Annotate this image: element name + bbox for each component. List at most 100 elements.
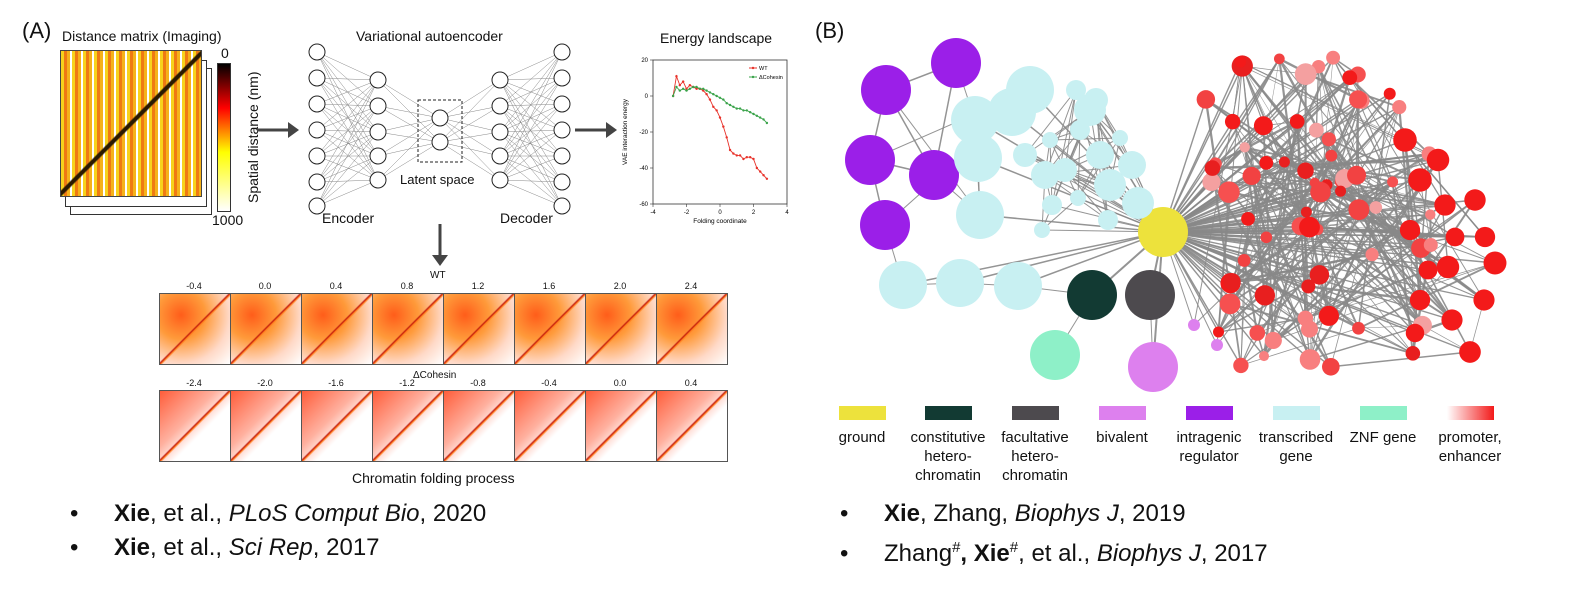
vae-connection — [316, 79, 379, 105]
transcribed-gene-node — [1042, 195, 1062, 215]
legend-swatch — [1447, 406, 1494, 420]
equal-contrib-mark: # — [952, 539, 961, 556]
data-point — [702, 89, 705, 92]
network-edge — [1041, 197, 1079, 231]
network-edge — [1193, 65, 1243, 326]
latent-space-label: Latent space — [400, 172, 475, 187]
ref-author: Xie — [884, 500, 921, 527]
vae-connection — [377, 105, 441, 143]
wt-contact-map — [230, 293, 302, 365]
vae-connection — [377, 79, 441, 119]
wt-contact-map — [585, 293, 657, 365]
legend-marker — [751, 66, 755, 70]
network-edge — [1330, 106, 1400, 367]
vae-connection — [316, 79, 379, 207]
promoter-enhancer-node — [1253, 116, 1273, 136]
ref-author: Xie — [114, 500, 151, 527]
data-point — [705, 89, 708, 92]
network-edge — [1241, 65, 1302, 227]
transcribed-gene-node — [1122, 187, 1154, 219]
network-edge — [1409, 229, 1416, 334]
reference-right-2: • Zhang#, Xie#, et al., Biophys J, 2017 — [840, 533, 1268, 569]
vae-title: Variational autoencoder — [356, 28, 503, 44]
promoter-enhancer-node — [1383, 87, 1396, 100]
promoter-enhancer-node — [1278, 156, 1290, 168]
vae-connection — [316, 77, 379, 81]
vae-connection — [316, 79, 379, 183]
x-tick-label: -2 — [684, 210, 690, 216]
network-edge — [1232, 273, 1320, 283]
ref-rest: , et al., — [150, 534, 229, 561]
transcribed-gene-node — [951, 96, 999, 144]
promoter-enhancer-node — [1254, 285, 1276, 306]
panel-a-label: (A) — [22, 18, 52, 43]
promoter-enhancer-node — [1392, 100, 1407, 115]
network-edge — [1162, 199, 1476, 233]
vae-connection — [499, 179, 563, 183]
data-point — [752, 157, 755, 161]
promoter-enhancer-node — [1434, 194, 1456, 216]
network-edge — [1212, 158, 1439, 170]
legend-swatch — [839, 406, 886, 420]
promoter-enhancer-node — [1223, 273, 1241, 291]
transcribed-gene-node — [1086, 141, 1114, 169]
transcribed-gene-node — [1098, 210, 1118, 230]
vae-connection — [439, 79, 501, 143]
promoter-enhancer-node — [1294, 63, 1317, 85]
cohesin-row-label: ΔCohesin — [413, 370, 457, 381]
network-edge — [1193, 178, 1346, 326]
ref-author: Xie — [114, 534, 151, 561]
vae-connection — [499, 179, 563, 207]
promoter-enhancer-node — [1258, 351, 1270, 362]
ref-year: , 2019 — [1118, 500, 1186, 527]
transcribed-gene-node — [1066, 80, 1086, 100]
promoter-enhancer-node — [1273, 53, 1285, 65]
network-edge — [1230, 207, 1377, 284]
network-edge — [1242, 65, 1306, 171]
promoter-enhancer-node — [1310, 181, 1331, 203]
transcribed-gene-node — [988, 88, 1036, 136]
network-edge — [1317, 66, 1358, 176]
network-edge — [1162, 231, 1265, 357]
legend-entry: WT — [759, 66, 768, 72]
network-edge — [1308, 199, 1476, 330]
legend-label: ZNF gene — [1349, 429, 1417, 446]
data-point — [695, 87, 698, 90]
promoter-enhancer-node — [1308, 122, 1324, 138]
bivalent-node — [1188, 319, 1200, 331]
data-point — [728, 103, 732, 107]
intragenic-regulator-node — [860, 200, 910, 250]
promoter-enhancer-node — [1369, 201, 1383, 214]
wt-contact-map — [514, 293, 586, 365]
chromatin-state-network — [845, 38, 1507, 392]
cohesin-coordinate-label: -0.4 — [541, 378, 557, 388]
plot-frame — [652, 59, 788, 205]
wt-coordinate-label: 0.0 — [258, 281, 272, 291]
network-edge — [1017, 231, 1164, 287]
data-point — [735, 107, 738, 110]
vae-connection — [439, 141, 501, 181]
vae-neuron — [308, 147, 326, 165]
legend-label: intragenic regulator — [1176, 429, 1242, 465]
network-edge — [1216, 178, 1346, 346]
ref-rest: , et al., — [1018, 540, 1097, 567]
distance-matrix-title: Distance matrix (Imaging) — [62, 28, 222, 44]
legend-entry: ΔCohesin — [759, 75, 783, 81]
vae-connection — [499, 51, 563, 133]
legend-label: transcribed gene — [1258, 429, 1334, 465]
promoter-enhancer-node — [1218, 181, 1240, 203]
vae-connection — [499, 129, 563, 157]
promoter-enhancer-node — [1202, 172, 1221, 192]
promoter-enhancer-node — [1309, 265, 1330, 285]
vae-connection — [316, 77, 379, 157]
cohesin-coordinate-label: -2.4 — [186, 378, 202, 388]
network-edge — [1247, 218, 1311, 360]
vae-connection — [499, 77, 563, 133]
y-tick-label: -20 — [639, 130, 648, 136]
promoter-enhancer-node — [1300, 320, 1319, 338]
data-point — [675, 75, 678, 78]
distance-colorbar — [217, 63, 231, 212]
data-point — [745, 109, 748, 112]
promoter-enhancer-node — [1473, 289, 1495, 311]
network-edge — [1214, 120, 1298, 165]
